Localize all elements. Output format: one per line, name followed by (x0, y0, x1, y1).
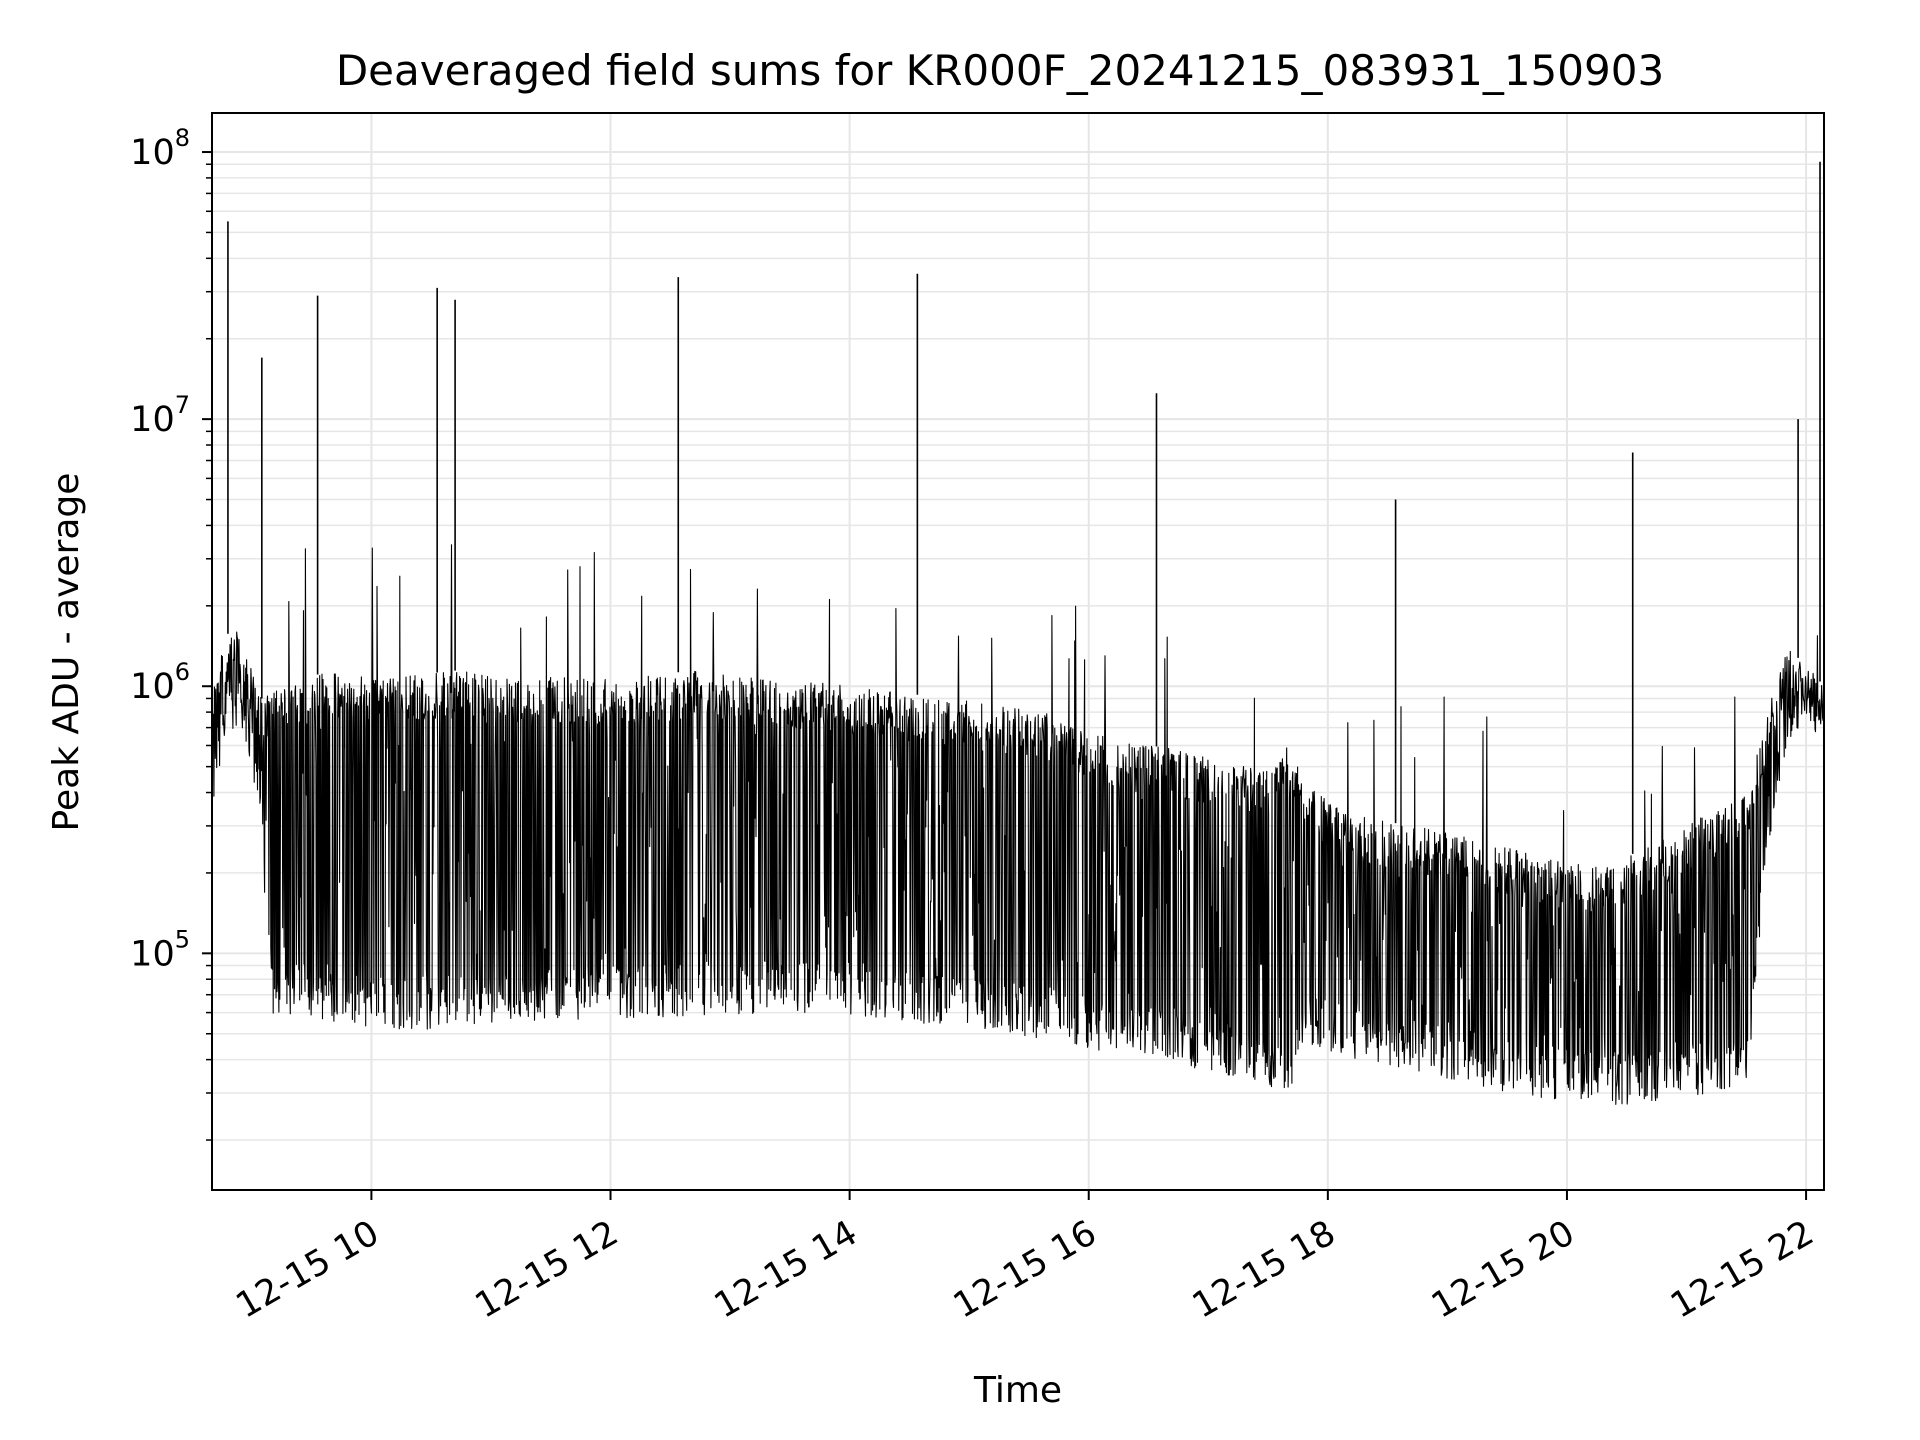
y-tick-label: 108 (130, 124, 190, 173)
y-tick-label: 107 (130, 391, 190, 440)
data-series (211, 161, 1825, 1105)
y-tick-label: 105 (130, 925, 190, 974)
y-axis: 105 106 107 108 (130, 124, 212, 1141)
y-axis-label: Peak ADU - average (46, 473, 87, 832)
series-line (211, 544, 1825, 1105)
chart-title: Deaveraged field sums for KR000F_2024121… (336, 46, 1664, 95)
y-tick-label: 106 (130, 658, 190, 707)
x-axis-label: Time (973, 1370, 1062, 1411)
plot-frame (211, 112, 1825, 1191)
